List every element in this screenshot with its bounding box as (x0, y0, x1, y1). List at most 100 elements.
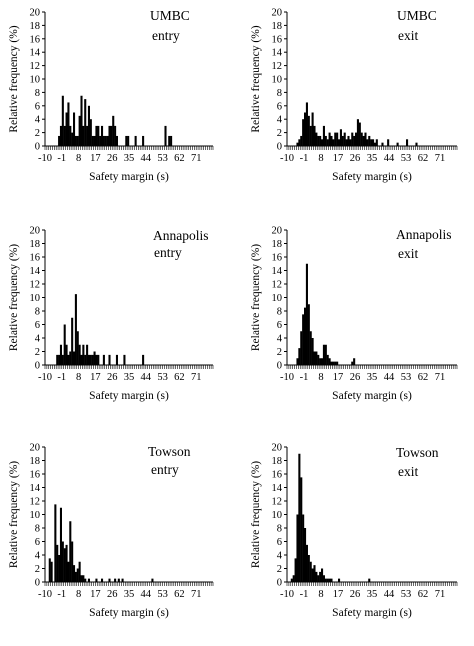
histogram-bar (341, 135, 344, 146)
histogram-bar (304, 112, 307, 146)
histogram-bar (95, 578, 98, 583)
x-axis-title: Safety margin (s) (332, 171, 412, 183)
histogram-bar (339, 129, 342, 146)
histogram-bar (307, 115, 310, 146)
histogram-bar (65, 544, 68, 583)
x-tick-label: 53 (401, 372, 412, 383)
histogram-bar (373, 142, 376, 146)
x-tick-label: -10 (38, 153, 52, 164)
y-tick-label: 6 (277, 537, 282, 548)
histogram-bar (71, 317, 74, 365)
y-axis-title: Relative frequency (%) (250, 461, 262, 568)
histogram-bar (364, 132, 367, 146)
histogram-bar (355, 132, 358, 146)
x-tick-label: 53 (157, 372, 168, 383)
histogram-bar (317, 575, 320, 582)
histogram-bar (125, 135, 128, 146)
x-axis-title: Safety margin (s) (89, 171, 169, 183)
histogram-bar (324, 344, 327, 365)
y-tick-label: 12 (272, 280, 283, 291)
y-tick-label: 6 (35, 320, 40, 331)
histogram-bar (134, 135, 137, 146)
histogram-bar (351, 361, 354, 366)
y-tick-label: 0 (277, 361, 282, 372)
histogram-bar (415, 142, 418, 146)
y-tick-label: 16 (30, 253, 41, 264)
site-label: Towson (396, 445, 439, 460)
histogram-bar (99, 135, 102, 146)
y-tick-label: 20 (272, 226, 283, 237)
y-tick-label: 20 (272, 8, 283, 19)
histogram-bar (338, 139, 341, 146)
x-tick-label: 35 (124, 153, 135, 164)
histogram-bar (326, 139, 329, 146)
histogram-bar (309, 125, 312, 146)
panel-umbc-exit: 0 2 4 6 8 10 12 14 16 18 20 -10 -1 8 17 26 35 44 53 62 71 Saf… (250, 8, 458, 183)
histogram-bar (115, 135, 118, 146)
y-tick-label: 14 (30, 266, 41, 277)
histogram-bar (307, 304, 310, 365)
histogram-bar (319, 135, 322, 146)
histogram-bar (48, 558, 51, 583)
y-tick-label: 8 (35, 524, 40, 535)
histogram-bar (104, 135, 107, 146)
histogram-bar (59, 507, 62, 582)
histogram-bar (336, 132, 339, 146)
histogram-bar (349, 139, 352, 146)
y-tick-label: 0 (35, 361, 40, 372)
y-axis-title: Relative frequency (%) (250, 244, 262, 351)
x-tick-label: -10 (38, 589, 52, 600)
y-tick-label: 4 (277, 551, 283, 562)
x-tick-label: 44 (384, 153, 395, 164)
histogram-bar (73, 351, 76, 365)
y-tick-label: 10 (30, 510, 41, 521)
histogram-bar (358, 122, 361, 146)
x-tick-label: 53 (157, 153, 168, 164)
histogram-bar (313, 125, 316, 146)
x-tick-label: 8 (76, 372, 81, 383)
histogram-bar (84, 354, 87, 366)
histogram-bar (73, 565, 76, 583)
histogram-bar (108, 354, 111, 366)
y-tick-label: 18 (30, 21, 41, 32)
histogram-bar (86, 344, 89, 365)
y-tick-label: 20 (30, 8, 41, 19)
histogram-bar (353, 358, 356, 365)
histogram-bar (353, 135, 356, 146)
y-tick-label: 2 (277, 347, 282, 358)
y-tick-label: 8 (277, 524, 282, 535)
x-axis-title: Safety margin (s) (332, 390, 412, 402)
histogram-bar (87, 354, 90, 366)
histogram-bar (304, 528, 307, 582)
y-tick-label: 16 (30, 34, 41, 45)
x-tick-label: 62 (418, 589, 429, 600)
histogram-bar (95, 354, 98, 366)
y-tick-label: 12 (30, 497, 41, 508)
histogram-bar (396, 142, 399, 146)
histogram-bar (328, 578, 331, 583)
y-tick-label: 12 (272, 497, 283, 508)
histogram-bar (106, 135, 109, 146)
histogram-bar (387, 139, 390, 146)
x-tick-label: 8 (76, 589, 81, 600)
histogram-bar (330, 578, 333, 583)
y-tick-label: 2 (277, 128, 282, 139)
histogram-bar (97, 125, 100, 146)
histogram-bar (117, 578, 120, 583)
histogram-bar (372, 139, 375, 146)
histogram-bar (127, 135, 130, 146)
y-tick-label: 4 (277, 334, 283, 345)
y-tick-label: 18 (30, 239, 41, 250)
histogram-bar (311, 568, 314, 582)
histogram-bar (87, 105, 90, 146)
y-tick-label: 14 (272, 48, 283, 59)
histogram-bar (375, 139, 378, 146)
x-tick-label: 62 (418, 372, 429, 383)
histogram-bar (298, 453, 301, 582)
histogram-bar (76, 568, 79, 582)
y-axis-title: Relative frequency (%) (8, 244, 20, 351)
y-tick-label: 10 (30, 75, 41, 86)
histogram-bar (71, 132, 74, 146)
histogram-bar (78, 561, 81, 582)
histogram-bar (101, 125, 104, 146)
